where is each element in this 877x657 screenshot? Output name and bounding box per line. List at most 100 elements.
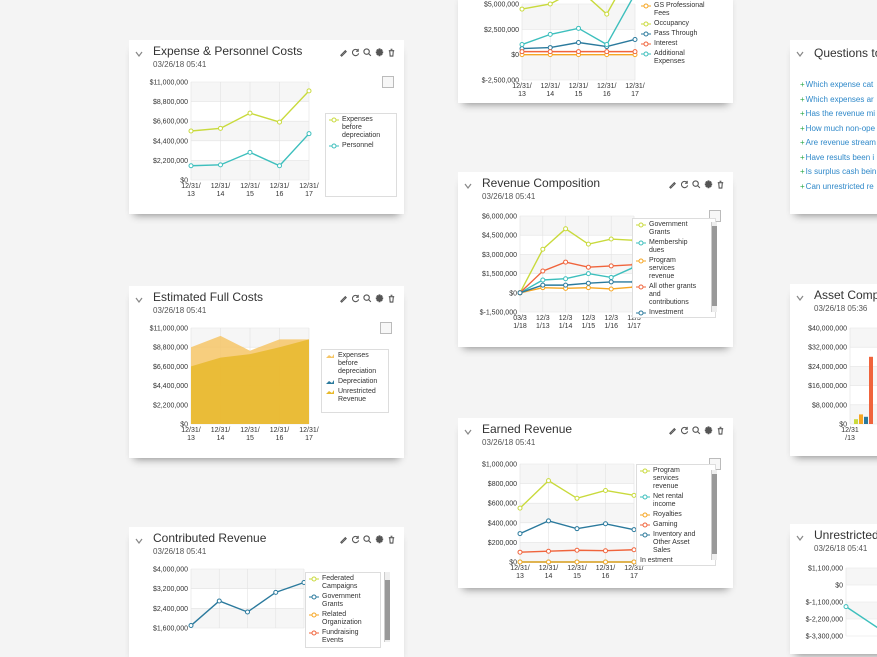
legend-item[interactable]: Gaming xyxy=(640,521,712,529)
search-icon[interactable] xyxy=(692,180,701,189)
question-link[interactable]: Can unrestricted re xyxy=(800,180,876,195)
legend-item[interactable]: Federated Campaigns xyxy=(309,575,377,591)
pencil-icon[interactable] xyxy=(339,294,348,303)
area-series xyxy=(191,339,309,424)
data-point xyxy=(604,11,610,17)
refresh-icon[interactable] xyxy=(351,535,360,544)
search-icon[interactable] xyxy=(363,535,372,544)
x-tick-label: 12/31/ xyxy=(181,183,201,190)
chevron-down-icon[interactable] xyxy=(464,182,472,190)
legend-item[interactable]: Government Grants xyxy=(636,221,712,237)
legend-swatch-icon xyxy=(640,532,650,538)
data-point xyxy=(603,487,608,493)
refresh-shape xyxy=(351,294,360,303)
y-tick-label: $4,400,000 xyxy=(153,138,188,145)
search-icon[interactable] xyxy=(692,426,701,435)
pencil-icon[interactable] xyxy=(339,535,348,544)
refresh-icon[interactable] xyxy=(351,294,360,303)
gear-icon[interactable] xyxy=(375,48,384,57)
legend-item[interactable]: Investment xyxy=(636,309,712,317)
trash-icon[interactable] xyxy=(387,535,396,544)
trash-icon[interactable] xyxy=(387,294,396,303)
data-point xyxy=(546,559,551,565)
download-icon[interactable] xyxy=(382,76,394,88)
question-link[interactable]: Which expenses ar xyxy=(800,93,876,108)
question-link[interactable]: Which expense cat xyxy=(800,78,876,93)
legend-item[interactable]: Additional Expenses xyxy=(641,50,713,66)
legend-swatch-icon xyxy=(326,354,334,358)
legend-item[interactable]: Depreciation xyxy=(325,378,385,386)
legend-item[interactable]: Inventory and Other Asset Sales xyxy=(640,531,712,555)
y-tick-label: $4,400,000 xyxy=(153,383,188,390)
legend-scrollbar[interactable] xyxy=(384,572,390,642)
question-link[interactable]: Is surplus cash bein xyxy=(800,165,877,180)
legend-item[interactable]: Interest xyxy=(641,40,713,48)
refresh-icon[interactable] xyxy=(680,426,689,435)
legend-item[interactable]: Occupancy xyxy=(641,20,713,28)
search-shape xyxy=(692,426,701,435)
refresh-icon[interactable] xyxy=(680,180,689,189)
trash-icon[interactable] xyxy=(716,426,725,435)
legend-item[interactable]: Royalties xyxy=(640,511,712,519)
legend-item[interactable]: Personnel xyxy=(329,142,393,150)
question-link[interactable]: How much non-ope xyxy=(800,122,876,137)
gear-icon[interactable] xyxy=(375,294,384,303)
legend-item[interactable]: Expenses before depreciation xyxy=(329,116,393,140)
search-icon[interactable] xyxy=(363,294,372,303)
download-icon[interactable] xyxy=(380,322,392,334)
chevron-down-icon[interactable] xyxy=(796,50,804,58)
legend-item[interactable]: Government Grants xyxy=(309,593,377,609)
y-tick-label: $1,000,000 xyxy=(482,462,517,469)
refresh-icon[interactable] xyxy=(351,48,360,57)
legend-swatch-icon xyxy=(640,522,650,528)
gear-icon[interactable] xyxy=(375,535,384,544)
data-point xyxy=(585,285,591,291)
legend-item[interactable]: Fundraising Events xyxy=(309,629,377,645)
legend-item[interactable]: Program services revenue xyxy=(640,467,712,491)
pencil-icon[interactable] xyxy=(668,426,677,435)
legend-item[interactable]: Pass Through xyxy=(641,30,713,38)
trash-icon[interactable] xyxy=(716,180,725,189)
search-icon[interactable] xyxy=(363,48,372,57)
legend-label: Unrestricted Revenue xyxy=(338,388,376,403)
chevron-down-icon[interactable] xyxy=(796,534,804,542)
chevron-down-icon[interactable] xyxy=(796,294,804,302)
legend-item[interactable]: In estment xyxy=(640,557,673,564)
legend-item[interactable]: All other grants and contributions xyxy=(636,283,712,307)
legend-scrollbar[interactable] xyxy=(711,222,717,312)
question-link[interactable]: Are revenue stream xyxy=(800,136,876,151)
data-point xyxy=(843,604,849,610)
chevron-down-icon[interactable] xyxy=(135,50,143,58)
card-header: Unrestricted Su 03/26/18 05:41 xyxy=(790,524,877,554)
x-tick-label: 1/16 xyxy=(604,323,618,330)
card-title: Revenue Composition xyxy=(482,176,601,190)
data-point xyxy=(245,609,250,615)
pencil-icon[interactable] xyxy=(339,48,348,57)
chevron-down-icon[interactable] xyxy=(135,537,143,545)
y-tick-label: $0 xyxy=(180,178,188,185)
pencil-icon[interactable] xyxy=(668,180,677,189)
trash-icon[interactable] xyxy=(387,48,396,57)
question-link[interactable]: Has the revenue mi xyxy=(800,107,876,122)
y-tick-label: $-1,500,000 xyxy=(480,310,517,317)
legend-item[interactable]: Membership dues xyxy=(636,239,712,255)
y-tick-label: $4,000,000 xyxy=(153,567,188,574)
question-link[interactable]: Have results been i xyxy=(800,151,876,166)
x-tick-label: /13 xyxy=(845,435,855,442)
legend-item[interactable]: Expenses before depreciation xyxy=(325,352,385,376)
legend-item[interactable]: Program services revenue xyxy=(636,257,712,281)
chevron-down-icon[interactable] xyxy=(464,428,472,436)
chevron-down-icon[interactable] xyxy=(135,296,143,304)
legend-item[interactable]: Unrestricted Revenue xyxy=(325,388,385,404)
legend-scrollbar[interactable] xyxy=(711,470,717,560)
legend-item[interactable]: Net rental income xyxy=(640,493,712,509)
x-tick-label: 17 xyxy=(630,573,638,580)
search-shape xyxy=(363,48,372,57)
legend-item[interactable]: GS Professional Fees xyxy=(641,2,713,18)
legend-item[interactable]: Related Organization xyxy=(309,611,377,627)
chart-legend: Government Grants Membership dues Program … xyxy=(632,218,716,318)
data-point xyxy=(247,110,253,116)
x-tick-label: 12/3 xyxy=(582,315,596,322)
gear-icon[interactable] xyxy=(704,426,713,435)
gear-icon[interactable] xyxy=(704,180,713,189)
